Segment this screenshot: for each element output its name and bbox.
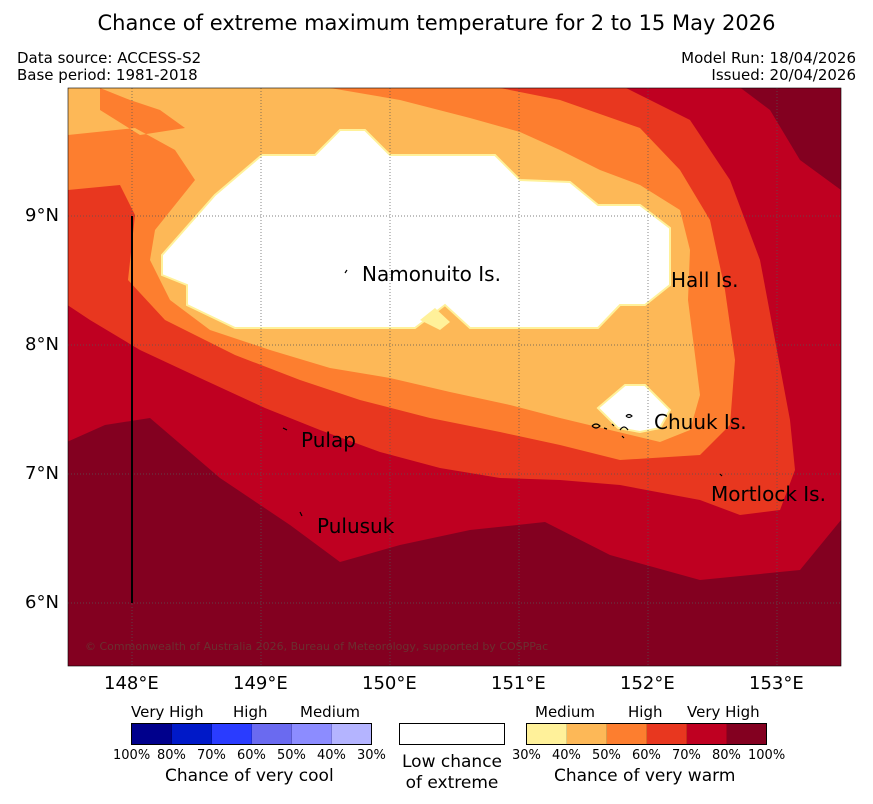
map-frame (67, 87, 842, 667)
place-label-pulap: Pulap (301, 428, 356, 452)
probability-contours (68, 88, 841, 666)
warm-tick: 40% (552, 748, 581, 763)
warm-swatch (647, 724, 687, 744)
island-mortlock-marker (719, 473, 723, 477)
base-period: Base period: 1981-2018 (17, 66, 198, 84)
place-label-mortlock: Mortlock Is. (711, 482, 826, 506)
cool-level-very-high: Very High (131, 703, 204, 721)
issued-date: Issued: 20/04/2026 (711, 66, 856, 84)
cool-swatch (292, 724, 332, 744)
cool-level-medium: Medium (300, 703, 360, 721)
cool-color-scale (131, 723, 372, 745)
cool-tick: 70% (197, 748, 226, 763)
warm-color-scale (526, 723, 767, 745)
cool-tick: 30% (357, 748, 386, 763)
cool-tick: 40% (317, 748, 346, 763)
cool-tick: 60% (237, 748, 266, 763)
warm-tick: 100% (748, 748, 786, 763)
data-source: Data source: ACCESS-S2 (17, 49, 202, 67)
island-pulusuk-marker (299, 511, 303, 517)
lat-tick: 6°N (25, 592, 59, 613)
island-pulap-marker (282, 427, 288, 431)
lon-tick: 151°E (491, 673, 546, 694)
lon-tick: 153°E (749, 673, 804, 694)
warm-tick: 60% (632, 748, 661, 763)
cool-tick: 80% (157, 748, 186, 763)
neutral-caption-line2: of extreme (405, 773, 499, 793)
chart-title: Chance of extreme maximum temperature fo… (97, 11, 776, 35)
zone-low-chance (161, 129, 671, 329)
cool-level-high: High (233, 703, 268, 721)
warm-level-very-high: Very High (687, 703, 760, 721)
warm-tick: 80% (712, 748, 741, 763)
neutral-caption-line1: Low chance (402, 752, 502, 772)
warm-caption: Chance of very warm (554, 766, 736, 786)
warm-swatch (607, 724, 647, 744)
lon-tick: 152°E (620, 673, 675, 694)
cool-swatch (172, 724, 212, 744)
warm-tick: 30% (512, 748, 541, 763)
warm-level-medium: Medium (535, 703, 595, 721)
warm-level-high: High (628, 703, 663, 721)
island-markers (282, 269, 723, 517)
cool-swatch (132, 724, 172, 744)
place-label-hall: Hall Is. (671, 268, 739, 292)
lon-tick: 150°E (362, 673, 417, 694)
warm-tick: 70% (672, 748, 701, 763)
model-run: Model Run: 18/04/2026 (681, 49, 856, 67)
warm-swatch (527, 724, 567, 744)
island-chuuk-marker (591, 413, 633, 439)
cool-tick: 100% (113, 748, 151, 763)
lat-tick: 8°N (25, 334, 59, 355)
place-label-namonuito: Namonuito Is. (362, 262, 501, 286)
lon-tick: 148°E (104, 673, 159, 694)
cool-swatch (212, 724, 252, 744)
neutral-swatch (399, 723, 505, 745)
warm-swatch (687, 724, 727, 744)
place-label-pulusuk: Pulusuk (317, 514, 395, 538)
cool-swatch (332, 724, 371, 744)
place-label-chuuk: Chuuk Is. (654, 410, 747, 434)
cool-caption: Chance of very cool (165, 766, 334, 786)
cool-tick: 50% (277, 748, 306, 763)
zone-medium-30 (420, 308, 450, 330)
lat-tick: 7°N (25, 463, 59, 484)
lon-tick: 149°E (233, 673, 288, 694)
lat-tick: 9°N (25, 205, 59, 226)
copyright-notice: © Commonwealth of Australia 2026, Bureau… (85, 640, 549, 653)
warm-swatch (567, 724, 607, 744)
warm-swatch (727, 724, 766, 744)
cool-swatch (252, 724, 292, 744)
island-namonuito-marker (344, 269, 348, 274)
warm-tick: 50% (592, 748, 621, 763)
